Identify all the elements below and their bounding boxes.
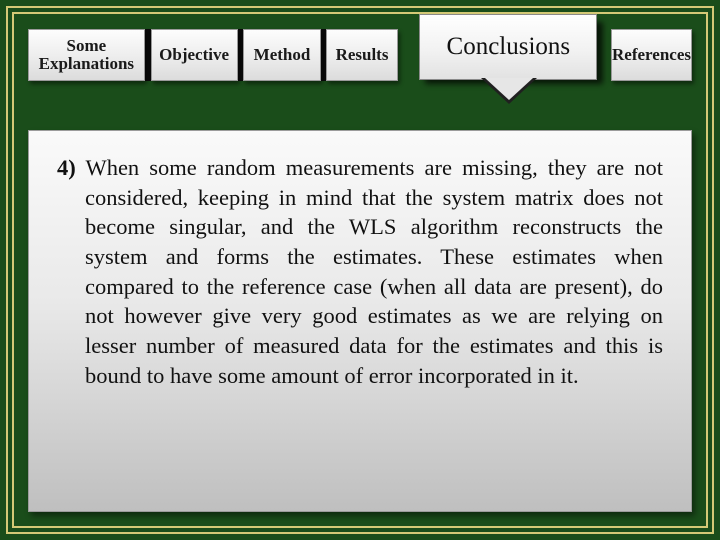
body-text: When some random measurements are missin… bbox=[85, 155, 663, 388]
content-panel: 4) When some random measurements are mis… bbox=[28, 130, 692, 512]
tab-method[interactable]: Method bbox=[243, 29, 320, 81]
tab-some-explanations[interactable]: Some Explanations bbox=[28, 29, 145, 81]
tab-label: Method bbox=[254, 46, 311, 64]
tab-label: Objective bbox=[159, 46, 229, 64]
active-tab-arrow bbox=[485, 78, 533, 100]
tab-bar: Some Explanations Objective Method Resul… bbox=[28, 26, 692, 84]
tab-references[interactable]: References bbox=[611, 29, 692, 81]
tab-label: References bbox=[612, 46, 691, 64]
tab-results[interactable]: Results bbox=[326, 29, 397, 81]
tab-label: Some Explanations bbox=[39, 37, 134, 73]
item-number: 4) bbox=[57, 155, 76, 180]
tab-objective[interactable]: Objective bbox=[151, 29, 238, 81]
spacer bbox=[398, 26, 420, 84]
body-paragraph: 4) When some random measurements are mis… bbox=[57, 153, 663, 391]
tab-conclusions[interactable]: Conclusions bbox=[419, 14, 597, 80]
tab-label: Results bbox=[336, 46, 389, 64]
tab-conclusions-wrap: Conclusions bbox=[419, 14, 607, 100]
tab-label: Conclusions bbox=[447, 33, 571, 61]
